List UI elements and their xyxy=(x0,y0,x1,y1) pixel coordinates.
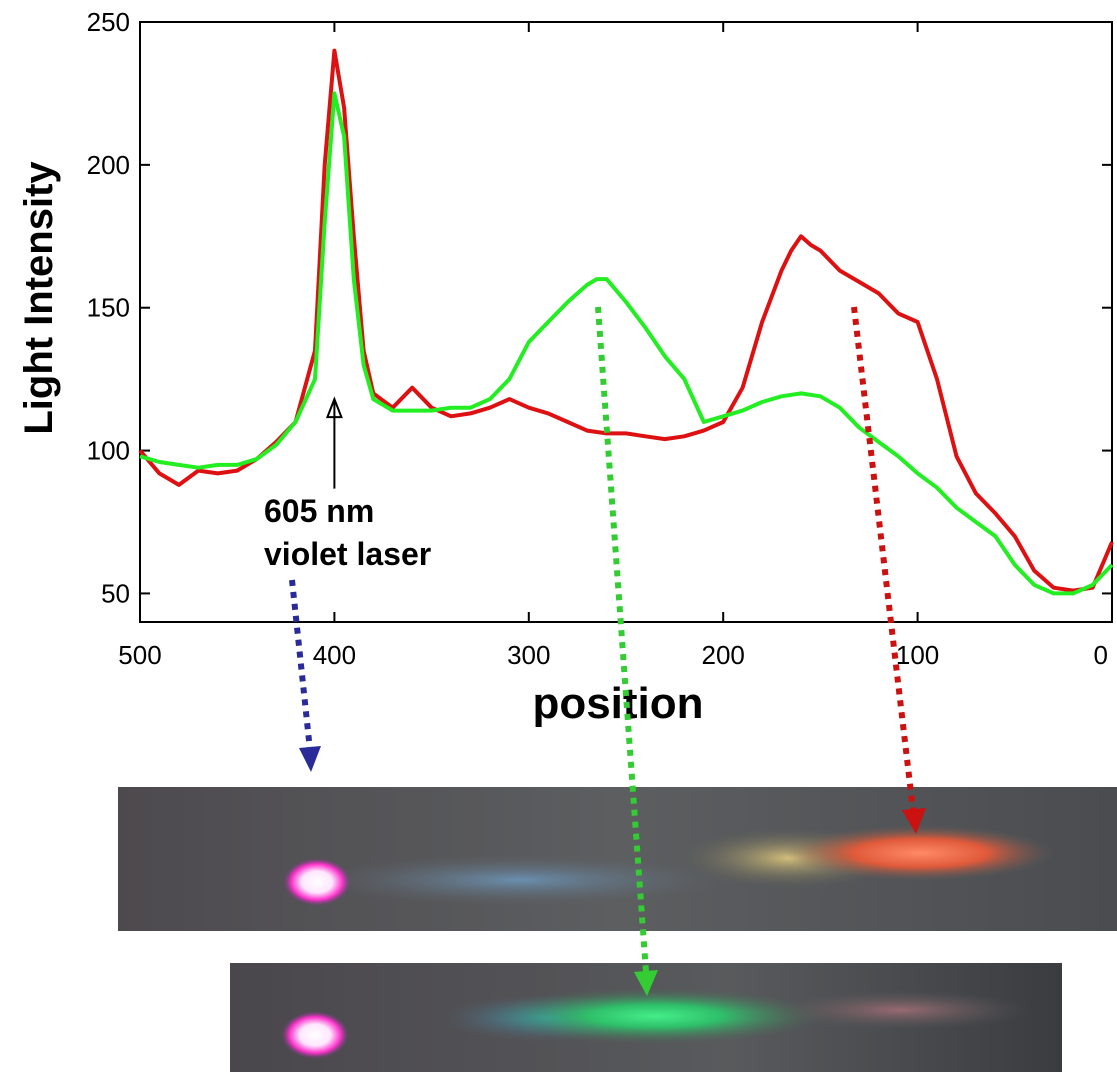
red-glow xyxy=(785,825,1055,881)
laser-spot xyxy=(283,858,351,906)
pink-tail-glow xyxy=(770,990,1030,1030)
y-tick-label: 100 xyxy=(87,436,130,466)
x-tick-label: 500 xyxy=(118,640,161,670)
blue-dotted-arrow xyxy=(289,579,321,772)
y-axis-ticks: 50 100 150 200 250 xyxy=(87,7,1112,608)
red-dotted-arrow xyxy=(851,306,926,834)
spectrum-photo-red xyxy=(118,787,1117,931)
annotation-line-2: violet laser xyxy=(264,536,431,572)
x-tick-label: 200 xyxy=(702,640,745,670)
x-tick-label: 0 xyxy=(1094,640,1108,670)
blue-glow xyxy=(310,854,730,906)
green-dotted-arrow xyxy=(595,306,658,996)
y-tick-label: 150 xyxy=(87,293,130,323)
green-glow xyxy=(485,988,825,1044)
spectrum-photo-green xyxy=(230,963,1062,1072)
x-tick-label: 100 xyxy=(896,640,939,670)
y-axis-title: Light Intensity xyxy=(17,161,61,435)
y-tick-label: 200 xyxy=(87,150,130,180)
red-series-line xyxy=(138,48,1114,593)
y-tick-label: 250 xyxy=(87,7,130,37)
y-tick-label: 50 xyxy=(101,578,130,608)
series-layer xyxy=(138,48,1114,596)
laser-annotation: 605 nm violet laser xyxy=(264,396,431,572)
green-series-line xyxy=(139,91,1114,596)
x-axis-ticks: 500 400 300 200 100 0 xyxy=(118,22,1113,670)
annotation-line-1: 605 nm xyxy=(264,493,374,529)
plot-area xyxy=(139,21,1113,623)
laser-spot-2 xyxy=(281,1011,349,1059)
x-axis-title: position xyxy=(532,679,703,728)
annotation-arrow-head xyxy=(325,396,343,419)
x-tick-label: 300 xyxy=(507,640,550,670)
pointer-arrows xyxy=(289,306,926,996)
x-tick-label: 400 xyxy=(313,640,356,670)
